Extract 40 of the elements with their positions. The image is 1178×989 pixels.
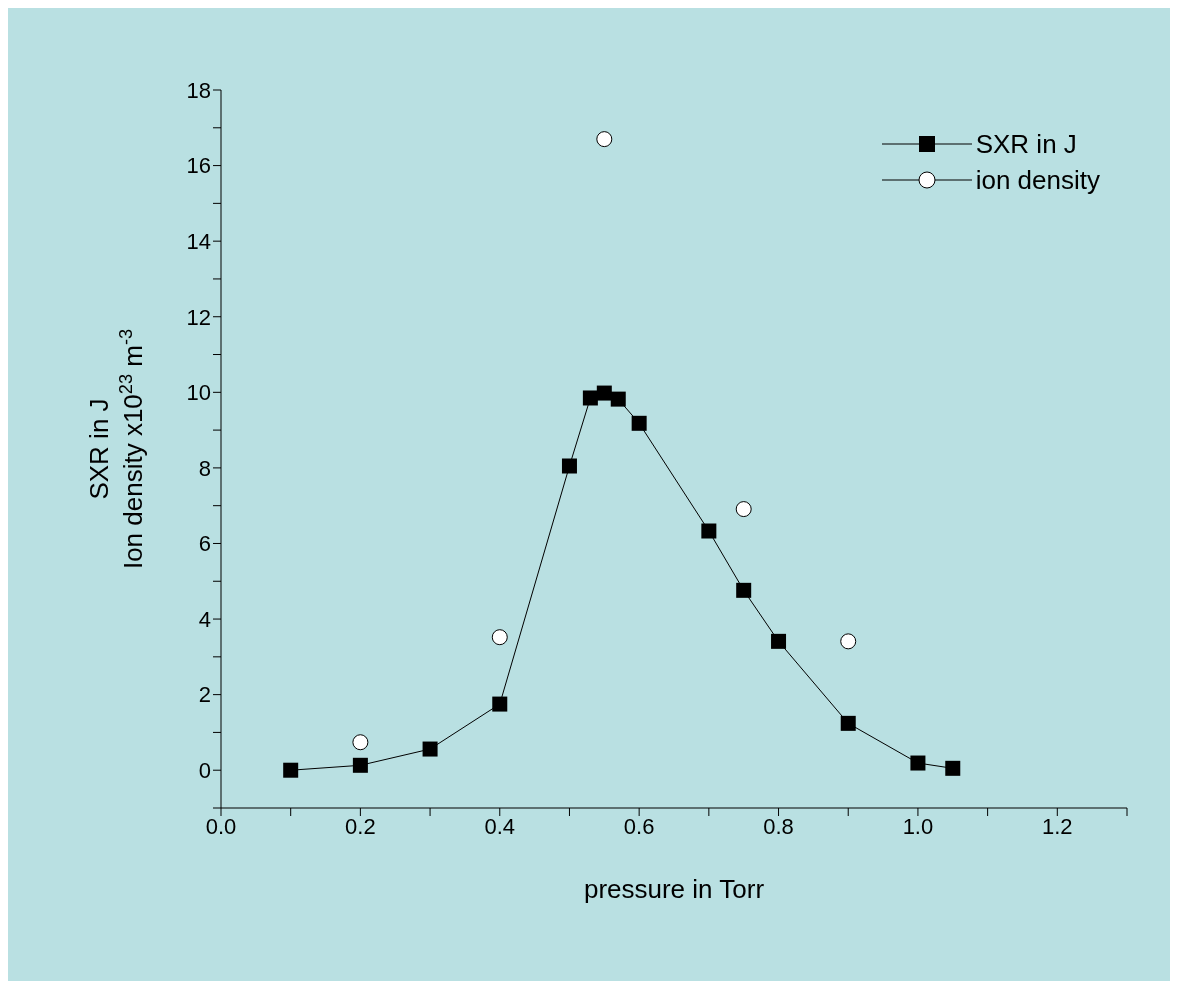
x-tick-label: 0.8 (763, 813, 794, 839)
point (561, 458, 577, 474)
point (910, 755, 926, 771)
point (736, 582, 752, 598)
y-tick-label: 16 (186, 153, 211, 179)
legend-label: ion density (975, 164, 1100, 196)
y-tick-label: 6 (198, 531, 211, 557)
point (491, 629, 508, 646)
y-tick-label: 10 (186, 380, 211, 406)
y-tick-label: 18 (186, 77, 211, 103)
x-tick-label: 0.0 (205, 813, 237, 839)
y-tick-label: 0 (198, 758, 211, 784)
point (352, 757, 368, 773)
point (596, 131, 613, 148)
point (352, 734, 369, 751)
point (492, 696, 508, 712)
x-tick-label: 0.6 (623, 813, 655, 839)
x-tick-label: 1.2 (1042, 813, 1073, 839)
y-tick-label: 2 (198, 682, 211, 708)
y-tick-label: 12 (186, 304, 211, 330)
point (771, 633, 787, 649)
point (840, 633, 857, 650)
point (631, 415, 647, 431)
point (610, 391, 626, 407)
legend-label: SXR in J (975, 128, 1077, 160)
x-tick-label: 1.0 (902, 813, 934, 839)
y-tick-label: 4 (198, 606, 211, 632)
point (283, 762, 299, 778)
point (582, 390, 598, 406)
point (596, 385, 612, 401)
y-tick-label: 8 (198, 455, 211, 481)
x-axis-title: pressure in Torr (583, 874, 765, 904)
x-tick-label: 0.4 (484, 813, 516, 839)
point (735, 501, 752, 518)
point (701, 523, 717, 539)
point (422, 741, 438, 757)
point (840, 715, 856, 731)
x-tick-label: 0.2 (345, 813, 376, 839)
y-tick-label: 14 (186, 228, 211, 254)
point (945, 760, 961, 776)
